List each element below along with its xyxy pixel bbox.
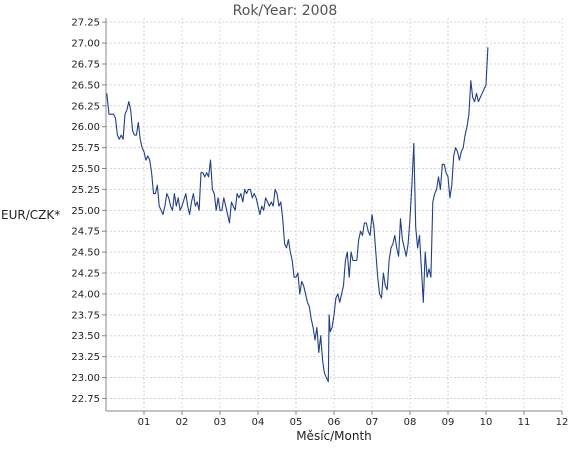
y-tick-label: 24.25 (71, 269, 100, 280)
x-tick-label: 10 (480, 417, 493, 428)
x-tick-label: 05 (290, 417, 303, 428)
y-tick-label: 23.00 (71, 373, 100, 384)
chart-title: Rok/Year: 2008 (233, 3, 338, 19)
axes (102, 18, 563, 415)
y-tick-label: 26.75 (71, 59, 100, 70)
x-tick-label: 02 (176, 417, 189, 428)
y-tick-label: 25.25 (71, 185, 100, 196)
y-tick-label: 24.50 (71, 248, 100, 259)
series-line (106, 47, 489, 383)
x-tick-label: 07 (366, 417, 379, 428)
y-tick-label: 25.75 (71, 143, 100, 154)
y-tick-label: 23.25 (71, 352, 100, 363)
y-tick-label: 22.75 (71, 394, 100, 405)
x-tick-label: 01 (138, 417, 151, 428)
y-tick-label: 24.00 (71, 289, 100, 300)
gridlines (106, 18, 563, 411)
x-tick-label: 08 (404, 417, 417, 428)
y-tick-label: 24.75 (71, 227, 100, 238)
y-tick-label: 25.50 (71, 164, 100, 175)
tick-labels: 22.75 23.00 23.25 23.50 23.75 24.00 24.25 24.50… (71, 18, 568, 428)
x-tick-label: 09 (442, 417, 455, 428)
y-tick-label: 26.50 (71, 80, 100, 91)
x-tick-label: 06 (328, 417, 341, 428)
y-tick-label: 27.25 (71, 18, 100, 29)
y-tick-label: 25.00 (71, 206, 100, 217)
y-tick-label: 23.75 (71, 310, 100, 321)
x-tick-label: 12 (556, 417, 569, 428)
y-tick-label: 26.00 (71, 122, 100, 133)
y-tick-label: 26.25 (71, 101, 100, 112)
y-tick-label: 23.50 (71, 331, 100, 342)
x-tick-label: 03 (214, 417, 227, 428)
series-layer (106, 47, 489, 383)
x-tick-label: 04 (252, 417, 265, 428)
y-axis-label: EUR/CZK* (1, 208, 60, 222)
x-axis-label: Měsíc/Month (296, 429, 372, 443)
y-tick-label: 27.00 (71, 39, 100, 50)
x-tick-label: 11 (518, 417, 531, 428)
